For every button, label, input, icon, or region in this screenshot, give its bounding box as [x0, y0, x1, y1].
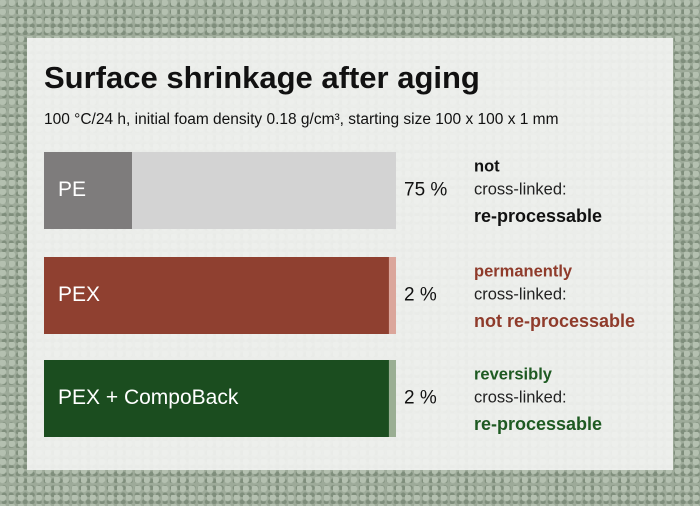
annotation: cross-linked: — [474, 180, 567, 198]
annotation: reversibly — [474, 365, 553, 383]
annotation: cross-linked: — [474, 285, 567, 303]
value-label: 2 % — [404, 285, 437, 306]
bar-base — [44, 257, 389, 334]
bar — [388, 360, 396, 437]
annotation: re-processable — [474, 414, 602, 434]
chart-title: Surface shrinkage after aging — [44, 60, 480, 95]
bar-label: PE — [58, 178, 86, 201]
value-label: 2 % — [404, 388, 437, 409]
annotation: not re-processable — [474, 311, 635, 331]
bar-base — [44, 360, 389, 437]
bar-base — [44, 152, 132, 229]
bar — [132, 152, 396, 229]
annotation: permanently — [474, 262, 573, 280]
bar-label: PEX + CompoBack — [58, 386, 239, 409]
bar-label: PEX — [58, 283, 100, 306]
value-label: 75 % — [404, 180, 447, 201]
bar — [388, 257, 396, 334]
annotation: cross-linked: — [474, 388, 567, 406]
annotation: re-processable — [474, 206, 602, 226]
chart-subtitle: 100 °C/24 h, initial foam density 0.18 g… — [44, 111, 559, 128]
annotation: not — [474, 157, 500, 175]
